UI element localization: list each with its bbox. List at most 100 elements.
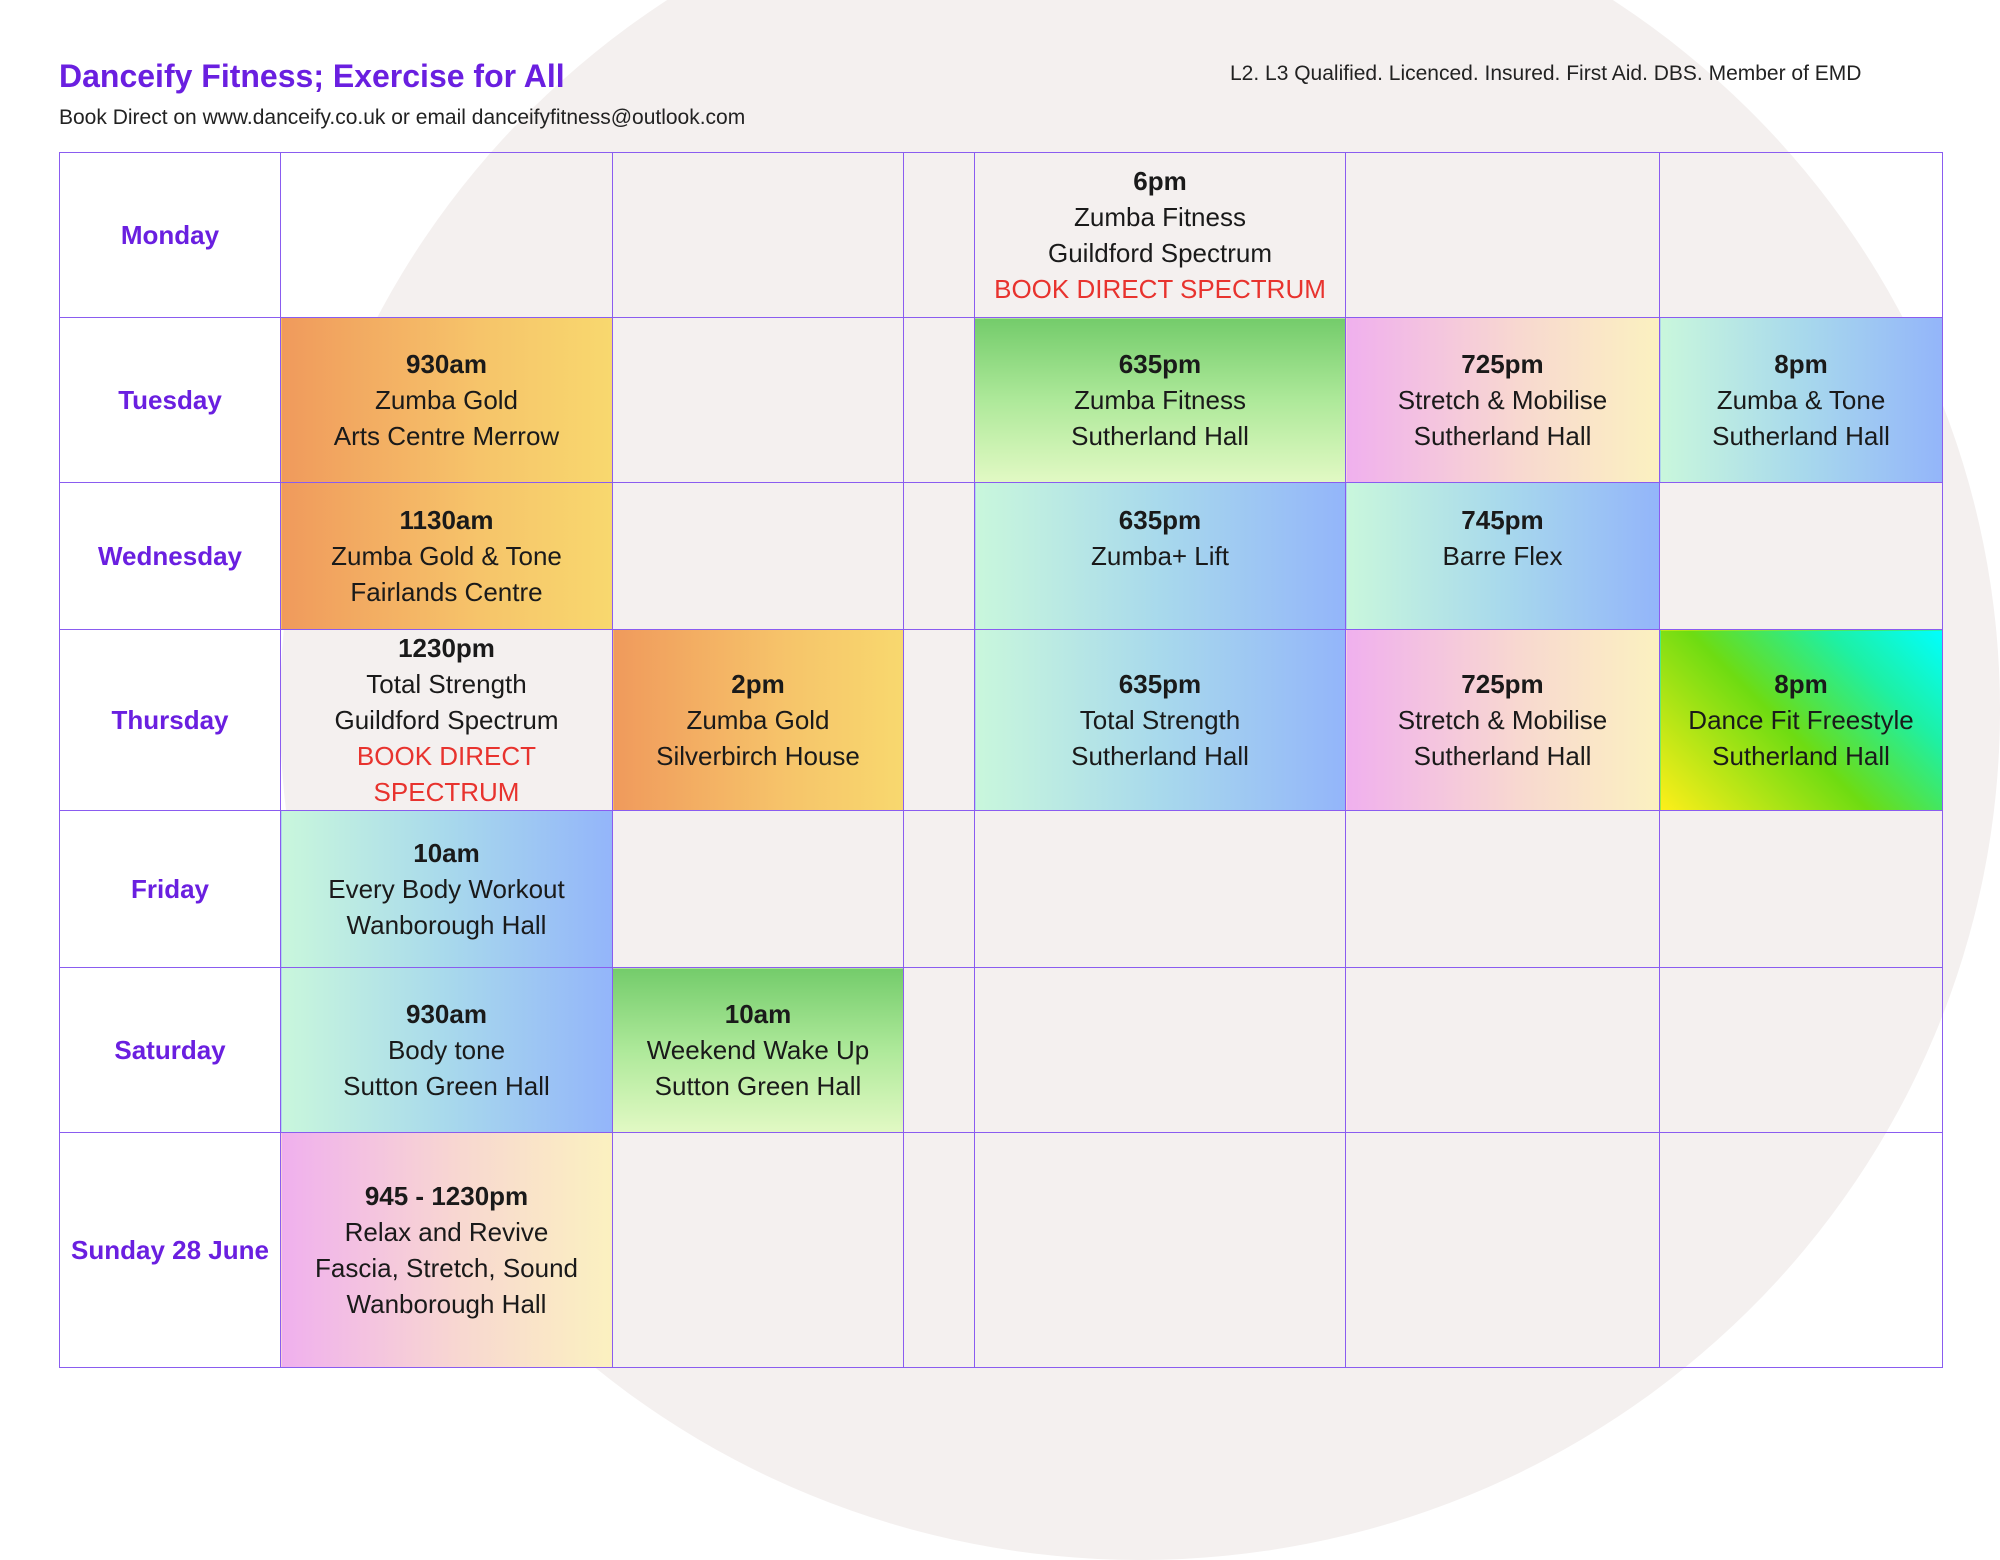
- class-name: Stretch & Mobilise: [1397, 705, 1608, 735]
- class-venue: Silverbirch House: [656, 741, 860, 771]
- day-label-saturday: Saturday: [59, 967, 281, 1133]
- class-name: Zumba Gold: [374, 385, 519, 415]
- class-venue: Wanborough Hall: [346, 1289, 547, 1319]
- class-name: Barre Flex: [1442, 541, 1563, 571]
- class-cell[interactable]: 635pm Zumba Fitness Sutherland Hall: [974, 317, 1346, 483]
- booking-note: BOOK DIRECT SPECTRUM: [356, 741, 537, 807]
- class-venue: Sutton Green Hall: [654, 1071, 862, 1101]
- empty-cell: [974, 967, 1346, 1133]
- empty-cell: [1345, 1132, 1660, 1368]
- class-cell[interactable]: 930am Body tone Sutton Green Hall: [280, 967, 613, 1133]
- class-cell[interactable]: 945 - 1230pm Relax and Revive Fascia, St…: [280, 1132, 613, 1368]
- class-cell[interactable]: 745pm Barre Flex: [1345, 482, 1660, 630]
- row-monday: Monday 6pm Zumba Fitness Guildford Spect…: [59, 152, 1943, 318]
- empty-cell: [612, 810, 904, 968]
- class-cell[interactable]: 725pm Stretch & Mobilise Sutherland Hall: [1345, 317, 1660, 483]
- qualifications-text: L2. L3 Qualified. Licenced. Insured. Fir…: [1230, 62, 1862, 85]
- class-cell[interactable]: 635pm Zumba+ Lift: [974, 482, 1346, 630]
- class-cell[interactable]: 10am Every Body Workout Wanborough Hall: [280, 810, 613, 968]
- row-thursday: Thursday 1230pm Total Strength Guildford…: [59, 629, 1943, 811]
- class-name: Relax and Revive: [344, 1217, 549, 1247]
- class-cell[interactable]: 1130am Zumba Gold & Tone Fairlands Centr…: [280, 482, 613, 630]
- empty-cell: [1345, 810, 1660, 968]
- class-time: 725pm: [1461, 669, 1544, 699]
- empty-cell: [612, 482, 904, 630]
- row-wednesday: Wednesday 1130am Zumba Gold & Tone Fairl…: [59, 482, 1943, 630]
- class-cell[interactable]: 930am Zumba Gold Arts Centre Merrow: [280, 317, 613, 483]
- row-saturday: Saturday 930am Body tone Sutton Green Ha…: [59, 967, 1943, 1133]
- class-name: Dance Fit Freestyle: [1688, 705, 1914, 735]
- empty-cell: [903, 967, 975, 1133]
- class-venue: Wanborough Hall: [346, 910, 547, 940]
- empty-cell: [612, 317, 904, 483]
- class-time: 2pm: [731, 669, 785, 699]
- class-name: Weekend Wake Up: [646, 1035, 870, 1065]
- class-name: Zumba Fitness: [1074, 385, 1246, 415]
- class-time: 635pm: [1118, 669, 1202, 699]
- class-venue: Fairlands Centre: [350, 577, 543, 607]
- empty-cell: [903, 629, 975, 811]
- class-time: 10am: [724, 999, 792, 1029]
- class-cell[interactable]: 8pm Dance Fit Freestyle Sutherland Hall: [1659, 629, 1943, 811]
- empty-cell: [1345, 967, 1660, 1133]
- empty-cell: [612, 152, 904, 318]
- class-cell[interactable]: 8pm Zumba & Tone Sutherland Hall: [1659, 317, 1943, 483]
- class-name: Zumba+ Lift: [1090, 541, 1229, 571]
- empty-cell: [1659, 482, 1943, 630]
- class-venue: Sutherland Hall: [1413, 741, 1592, 771]
- empty-cell: [974, 810, 1346, 968]
- class-cell[interactable]: 725pm Stretch & Mobilise Sutherland Hall: [1345, 629, 1660, 811]
- class-venue: Sutherland Hall: [1071, 741, 1249, 771]
- class-cell[interactable]: 1230pm Total Strength Guildford Spectrum…: [280, 629, 613, 811]
- class-time: 945 - 1230pm: [364, 1181, 529, 1211]
- class-time: 635pm: [1118, 505, 1202, 535]
- class-venue: Guildford Spectrum: [1048, 238, 1272, 268]
- class-name: Stretch & Mobilise: [1397, 385, 1608, 415]
- class-venue: Arts Centre Merrow: [333, 421, 560, 451]
- empty-cell: [1659, 967, 1943, 1133]
- class-detail: Fascia, Stretch, Sound: [314, 1253, 579, 1283]
- timetable: Monday 6pm Zumba Fitness Guildford Spect…: [59, 152, 1943, 1368]
- empty-cell: [903, 317, 975, 483]
- booking-info: Book Direct on www.danceify.co.uk or ema…: [59, 106, 746, 129]
- class-name: Zumba Gold & Tone: [331, 541, 562, 571]
- class-venue: Sutherland Hall: [1712, 421, 1890, 451]
- class-time: 10am: [413, 838, 480, 868]
- day-label-friday: Friday: [59, 810, 281, 968]
- class-name: Body tone: [387, 1035, 506, 1065]
- class-name: Zumba & Tone: [1716, 385, 1886, 415]
- class-name: Total Strength: [366, 669, 527, 699]
- class-time: 635pm: [1118, 349, 1202, 379]
- empty-cell: [903, 482, 975, 630]
- page-title: Danceify Fitness; Exercise for All: [59, 58, 565, 94]
- empty-cell: [1659, 152, 1943, 318]
- row-tuesday: Tuesday 930am Zumba Gold Arts Centre Mer…: [59, 317, 1943, 483]
- booking-note: BOOK DIRECT SPECTRUM: [994, 274, 1326, 304]
- empty-cell: [903, 810, 975, 968]
- empty-cell: [974, 1132, 1346, 1368]
- class-time: 930am: [406, 349, 487, 379]
- day-label-thursday: Thursday: [59, 629, 281, 811]
- empty-cell: [612, 1132, 904, 1368]
- class-time: 8pm: [1774, 669, 1828, 699]
- empty-cell: [1345, 152, 1660, 318]
- empty-cell: [1659, 810, 1943, 968]
- class-cell[interactable]: 2pm Zumba Gold Silverbirch House: [612, 629, 904, 811]
- class-cell[interactable]: 10am Weekend Wake Up Sutton Green Hall: [612, 967, 904, 1133]
- class-name: Total Strength: [1079, 705, 1241, 735]
- empty-cell: [903, 152, 975, 318]
- day-label-tuesday: Tuesday: [59, 317, 281, 483]
- class-time: 6pm: [1133, 166, 1187, 196]
- class-time: 725pm: [1461, 349, 1544, 379]
- class-venue: Sutherland Hall: [1712, 741, 1890, 771]
- day-label-monday: Monday: [59, 152, 281, 318]
- day-label-sunday: Sunday 28 June: [59, 1132, 281, 1368]
- day-label-wednesday: Wednesday: [59, 482, 281, 630]
- class-time: 745pm: [1461, 505, 1544, 535]
- class-cell[interactable]: 635pm Total Strength Sutherland Hall: [974, 629, 1346, 811]
- class-venue: Sutherland Hall: [1413, 421, 1592, 451]
- row-sunday: Sunday 28 June 945 - 1230pm Relax and Re…: [59, 1132, 1943, 1368]
- class-time: 8pm: [1774, 349, 1828, 379]
- class-cell[interactable]: 6pm Zumba Fitness Guildford Spectrum BOO…: [974, 152, 1346, 318]
- class-venue: Sutton Green Hall: [343, 1071, 550, 1101]
